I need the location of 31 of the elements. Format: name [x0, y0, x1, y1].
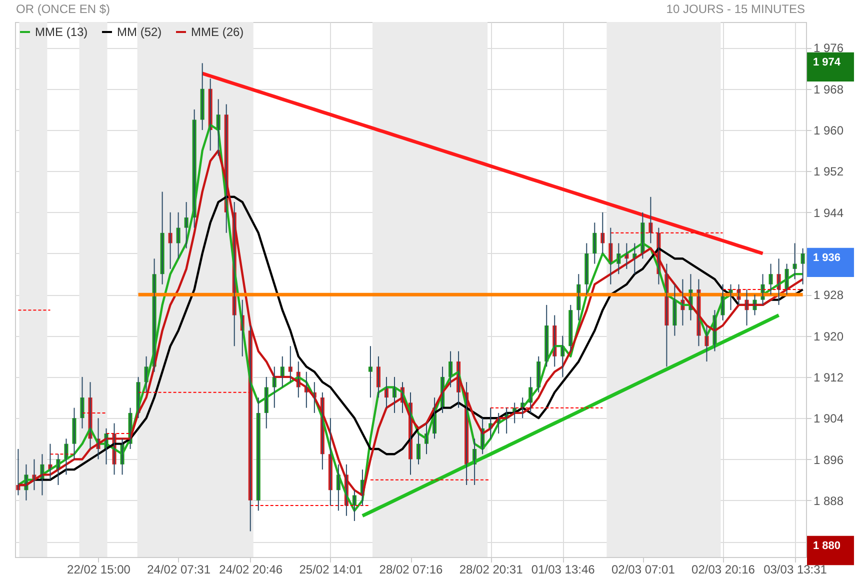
legend-label: MME (13) — [35, 25, 88, 39]
x-tick-label: 01/03 13:46 — [531, 562, 596, 576]
text: 1 974 — [813, 56, 842, 69]
line-series — [360, 313, 781, 518]
chart-title: OR (ONCE EN $) — [16, 2, 110, 16]
y-tick-label: 1 952 — [814, 164, 844, 179]
text: 1 936 — [813, 252, 841, 264]
y-tick-label: 1 912 — [814, 370, 844, 384]
y-tick-label: 1 928 — [814, 288, 844, 302]
y-tick-label: 1 904 — [814, 412, 844, 426]
line-series — [200, 72, 765, 256]
x-tick-label: 25/02 14:01 — [299, 562, 363, 576]
legend-label: MME (26) — [191, 25, 244, 39]
x-tick-label: 22/02 15:00 — [67, 562, 131, 576]
y-tick-label: 1 896 — [814, 452, 844, 467]
x-tick-label: 28/02 20:31 — [459, 562, 524, 576]
x-tick-label: 24/02 07:31 — [147, 562, 211, 576]
x-tick-label: 02/03 07:01 — [611, 562, 676, 576]
y-tick-label: 1 944 — [814, 206, 844, 220]
chart-subtitle: 10 JOURS - 15 MINUTES — [666, 2, 805, 16]
y-tick-label: 1 888 — [814, 494, 844, 508]
y-tick-label: 1 968 — [814, 82, 844, 96]
y-tick-label: 1 960 — [814, 124, 844, 138]
legend-label: MM (52) — [117, 25, 162, 39]
x-tick-label: 24/02 20:46 — [219, 562, 283, 576]
x-tick-label: 03/03 13:31 — [764, 562, 828, 576]
y-tick-label: 1 920 — [814, 329, 844, 344]
x-tick-label: 28/02 07:16 — [379, 562, 444, 576]
x-tick-label: 02/03 20:16 — [692, 562, 756, 576]
text: 1 880 — [813, 540, 841, 552]
y-tick-label: 1 976 — [814, 41, 844, 56]
